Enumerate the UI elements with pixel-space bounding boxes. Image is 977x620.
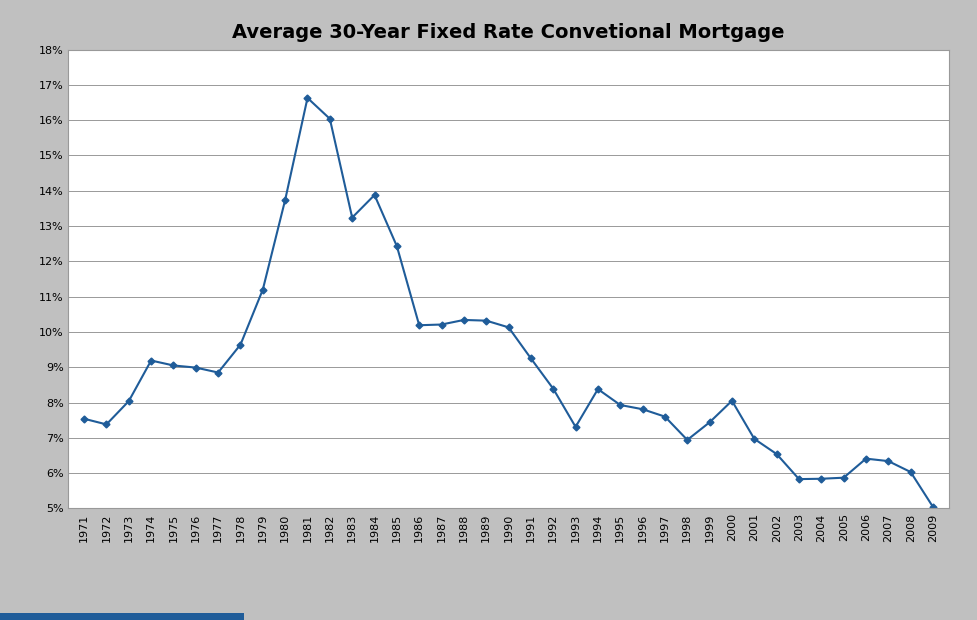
Title: Average 30-Year Fixed Rate Convetional Mortgage: Average 30-Year Fixed Rate Convetional M… — [233, 24, 784, 43]
